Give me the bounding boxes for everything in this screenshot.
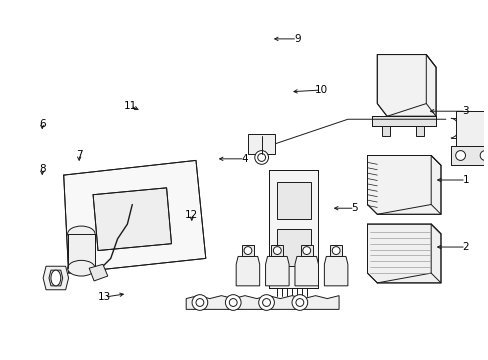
Bar: [416, 126, 424, 136]
Polygon shape: [93, 188, 171, 251]
Ellipse shape: [455, 150, 465, 161]
Bar: [242, 245, 253, 256]
Ellipse shape: [331, 247, 339, 255]
Polygon shape: [186, 296, 338, 309]
Bar: [247, 134, 275, 153]
Bar: [277, 182, 310, 219]
Text: 3: 3: [462, 106, 468, 116]
Ellipse shape: [262, 298, 270, 306]
Text: 10: 10: [314, 85, 327, 95]
Polygon shape: [269, 170, 318, 288]
Ellipse shape: [295, 298, 303, 306]
Polygon shape: [43, 266, 68, 290]
Ellipse shape: [302, 247, 310, 255]
Ellipse shape: [51, 270, 61, 286]
Bar: [450, 146, 488, 165]
Text: 2: 2: [462, 242, 468, 252]
Text: 9: 9: [293, 34, 300, 44]
Polygon shape: [372, 116, 435, 126]
Bar: [67, 234, 95, 268]
Text: 13: 13: [98, 292, 111, 302]
Ellipse shape: [254, 150, 268, 164]
Ellipse shape: [258, 294, 274, 310]
Text: 6: 6: [39, 118, 45, 129]
Ellipse shape: [67, 226, 95, 242]
Ellipse shape: [192, 294, 207, 310]
Polygon shape: [324, 256, 347, 286]
Polygon shape: [486, 45, 488, 80]
Text: 8: 8: [39, 165, 45, 174]
Polygon shape: [265, 256, 288, 286]
Ellipse shape: [196, 298, 203, 306]
Bar: [300, 245, 312, 256]
Bar: [382, 126, 389, 136]
Bar: [277, 229, 310, 266]
Polygon shape: [367, 224, 440, 283]
Text: 5: 5: [351, 203, 357, 213]
Text: 11: 11: [123, 101, 137, 111]
Text: 1: 1: [462, 175, 468, 185]
Ellipse shape: [225, 294, 241, 310]
Polygon shape: [455, 111, 488, 146]
Polygon shape: [49, 270, 62, 286]
Polygon shape: [367, 156, 440, 214]
Ellipse shape: [229, 298, 237, 306]
Text: 4: 4: [241, 154, 247, 164]
Ellipse shape: [291, 294, 307, 310]
Text: 7: 7: [76, 150, 82, 160]
Ellipse shape: [273, 247, 281, 255]
Polygon shape: [89, 264, 107, 281]
Ellipse shape: [67, 260, 95, 276]
Polygon shape: [294, 256, 318, 286]
Ellipse shape: [257, 153, 265, 161]
Ellipse shape: [244, 247, 251, 255]
Bar: [455, 111, 488, 146]
Bar: [269, 170, 318, 288]
Polygon shape: [63, 161, 205, 273]
Bar: [271, 245, 283, 256]
Polygon shape: [450, 146, 488, 165]
Text: 12: 12: [185, 210, 198, 220]
Ellipse shape: [479, 150, 488, 161]
Polygon shape: [236, 256, 259, 286]
Polygon shape: [377, 55, 435, 116]
Bar: [329, 245, 341, 256]
